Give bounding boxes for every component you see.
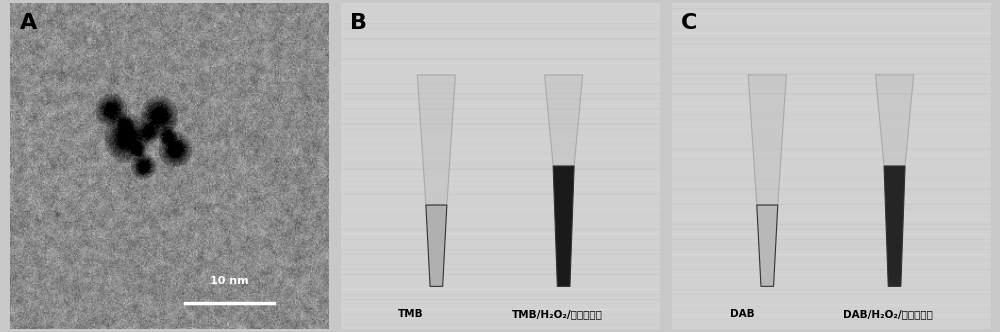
Polygon shape (748, 75, 786, 205)
Text: TMB/H₂O₂/仿生铁蛋白: TMB/H₂O₂/仿生铁蛋白 (512, 309, 603, 319)
Text: DAB: DAB (730, 309, 754, 319)
Polygon shape (426, 205, 447, 287)
Text: TMB: TMB (398, 309, 424, 319)
Text: 10 nm: 10 nm (210, 276, 249, 287)
Text: DAB/H₂O₂/仿生铁蛋白: DAB/H₂O₂/仿生铁蛋白 (843, 309, 933, 319)
Text: A: A (20, 13, 37, 33)
Polygon shape (545, 75, 583, 166)
Polygon shape (553, 166, 574, 287)
Polygon shape (884, 166, 905, 287)
Polygon shape (875, 75, 914, 166)
Polygon shape (417, 75, 455, 205)
Polygon shape (757, 205, 778, 287)
Text: B: B (350, 13, 367, 33)
Text: C: C (681, 13, 698, 33)
